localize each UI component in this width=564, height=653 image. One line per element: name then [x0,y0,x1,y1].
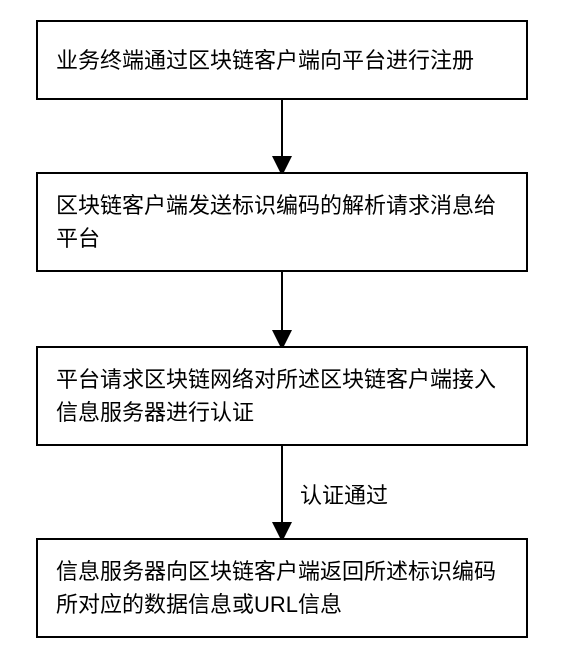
edge-label-auth-pass: 认证通过 [300,478,388,510]
edge-label-auth-pass-text: 认证通过 [300,483,388,508]
node-return-data: 信息服务器向区块链客户端返回所述标识编码所对应的数据信息或URL信息 [36,538,528,638]
flowchart-canvas: 业务终端通过区块链客户端向平台进行注册 区块链客户端发送标识编码的解析请求消息给… [0,0,564,653]
node-send-request-text: 区块链客户端发送标识编码的解析请求消息给平台 [56,189,508,255]
node-register: 业务终端通过区块链客户端向平台进行注册 [36,20,528,100]
node-authenticate-text: 平台请求区块链网络对所述区块链客户端接入信息服务器进行认证 [56,363,508,429]
node-return-data-text: 信息服务器向区块链客户端返回所述标识编码所对应的数据信息或URL信息 [56,555,508,621]
node-authenticate: 平台请求区块链网络对所述区块链客户端接入信息服务器进行认证 [36,346,528,446]
node-send-request: 区块链客户端发送标识编码的解析请求消息给平台 [36,172,528,272]
node-register-text: 业务终端通过区块链客户端向平台进行注册 [56,44,508,77]
